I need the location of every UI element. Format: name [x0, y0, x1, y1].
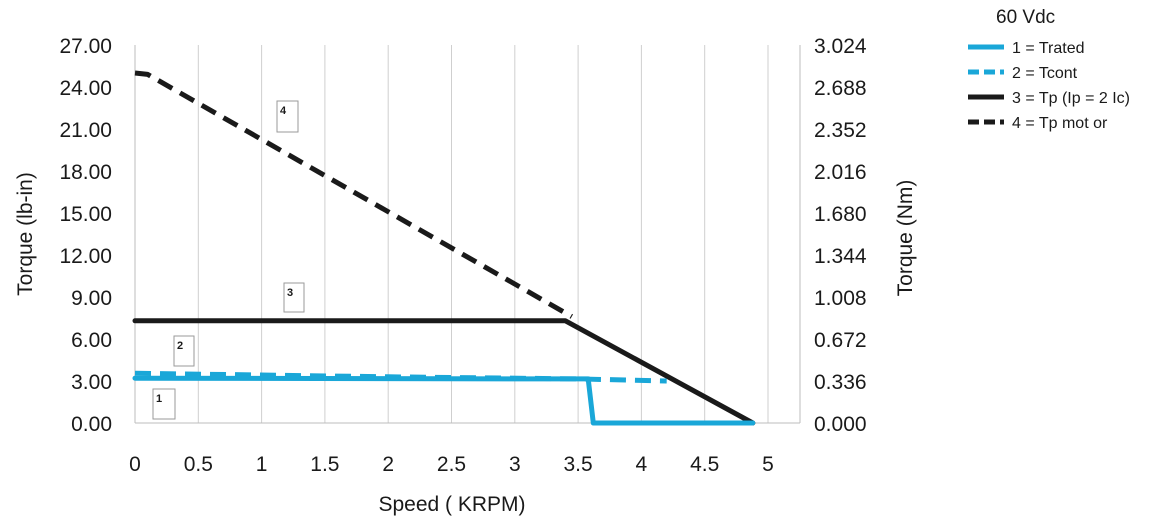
y2-tick-label: 1.008 [814, 287, 867, 310]
grid-layer [134, 45, 801, 424]
series-line-tcont [134, 370, 667, 384]
x-tick-label: 3 [509, 453, 521, 476]
series-callout-label: 3 [287, 287, 293, 299]
y2-tick-label: 0.672 [814, 329, 867, 352]
y-tick-label: 15.00 [59, 203, 112, 226]
callout-layer: 1 2 3 4 [152, 100, 305, 420]
x-tick-label: 0.5 [184, 453, 213, 476]
tick-layer: 0 0.5 1 1.5 2 2.5 3 3.5 4 4.5 50.003.006.009.0012.… [59, 35, 866, 476]
x-tick-label: 2 [382, 453, 394, 476]
legend-entry-label: 1 = Trated [1012, 40, 1085, 57]
y2-tick-label: 0.000 [814, 413, 867, 436]
series-callout-box [173, 335, 195, 367]
x-axis-title: Speed ( KRPM) [378, 493, 525, 516]
series-callout-label: 2 [177, 340, 183, 352]
x-tick-label: 3.5 [563, 453, 592, 476]
series-callout-label: 1 [156, 393, 162, 405]
x-tick-label: 5 [762, 453, 774, 476]
y-tick-label: 3.00 [71, 371, 112, 394]
x-tick-label: 0 [129, 453, 141, 476]
x-tick-label: 4.5 [690, 453, 719, 476]
y2-tick-label: 0.336 [814, 371, 867, 394]
x-tick-label: 1.5 [310, 453, 339, 476]
series-callout-label: 4 [280, 105, 287, 117]
legend-entry-label: 2 = Tcont [1012, 65, 1078, 82]
x-tick-label: 2.5 [437, 453, 466, 476]
series-callout-box [276, 100, 299, 133]
series-callout-box [152, 388, 176, 420]
series-line-tp [132, 318, 756, 426]
y2-tick-label: 3.024 [814, 35, 867, 58]
y2-tick-label: 2.016 [814, 161, 867, 184]
y-tick-label: 0.00 [71, 413, 112, 436]
series-line-trated [132, 375, 756, 426]
series-callout-box [283, 282, 305, 313]
y2-tick-label: 1.344 [814, 245, 867, 268]
x-tick-label: 1 [256, 453, 268, 476]
y2-tick-label: 2.352 [814, 119, 867, 142]
x-tick-label: 4 [636, 453, 648, 476]
y-tick-label: 24.00 [59, 77, 112, 100]
y-tick-label: 21.00 [59, 119, 112, 142]
series-line-tp-motor [134, 70, 574, 319]
legend-title: 60 Vdc [996, 7, 1055, 28]
series-layer [132, 70, 756, 426]
y-tick-label: 18.00 [59, 161, 112, 184]
y-tick-label: 12.00 [59, 245, 112, 268]
y-tick-label: 27.00 [59, 35, 112, 58]
y2-tick-label: 1.680 [814, 203, 867, 226]
y-tick-label: 6.00 [71, 329, 112, 352]
legend: 60 Vdc 1 = Trated 2 = Tcont 3 = Tp (Ip = 2… [968, 7, 1130, 132]
legend-entry-label: 4 = Tp mot or [1012, 115, 1108, 132]
y-axis-title: Torque (lb-in) [14, 172, 37, 296]
y-tick-label: 9.00 [71, 287, 112, 310]
legend-entry-label: 3 = Tp (Ip = 2 Ic) [1012, 90, 1130, 107]
y2-tick-label: 2.688 [814, 77, 867, 100]
y2-axis-title: Torque (Nm) [894, 180, 917, 297]
